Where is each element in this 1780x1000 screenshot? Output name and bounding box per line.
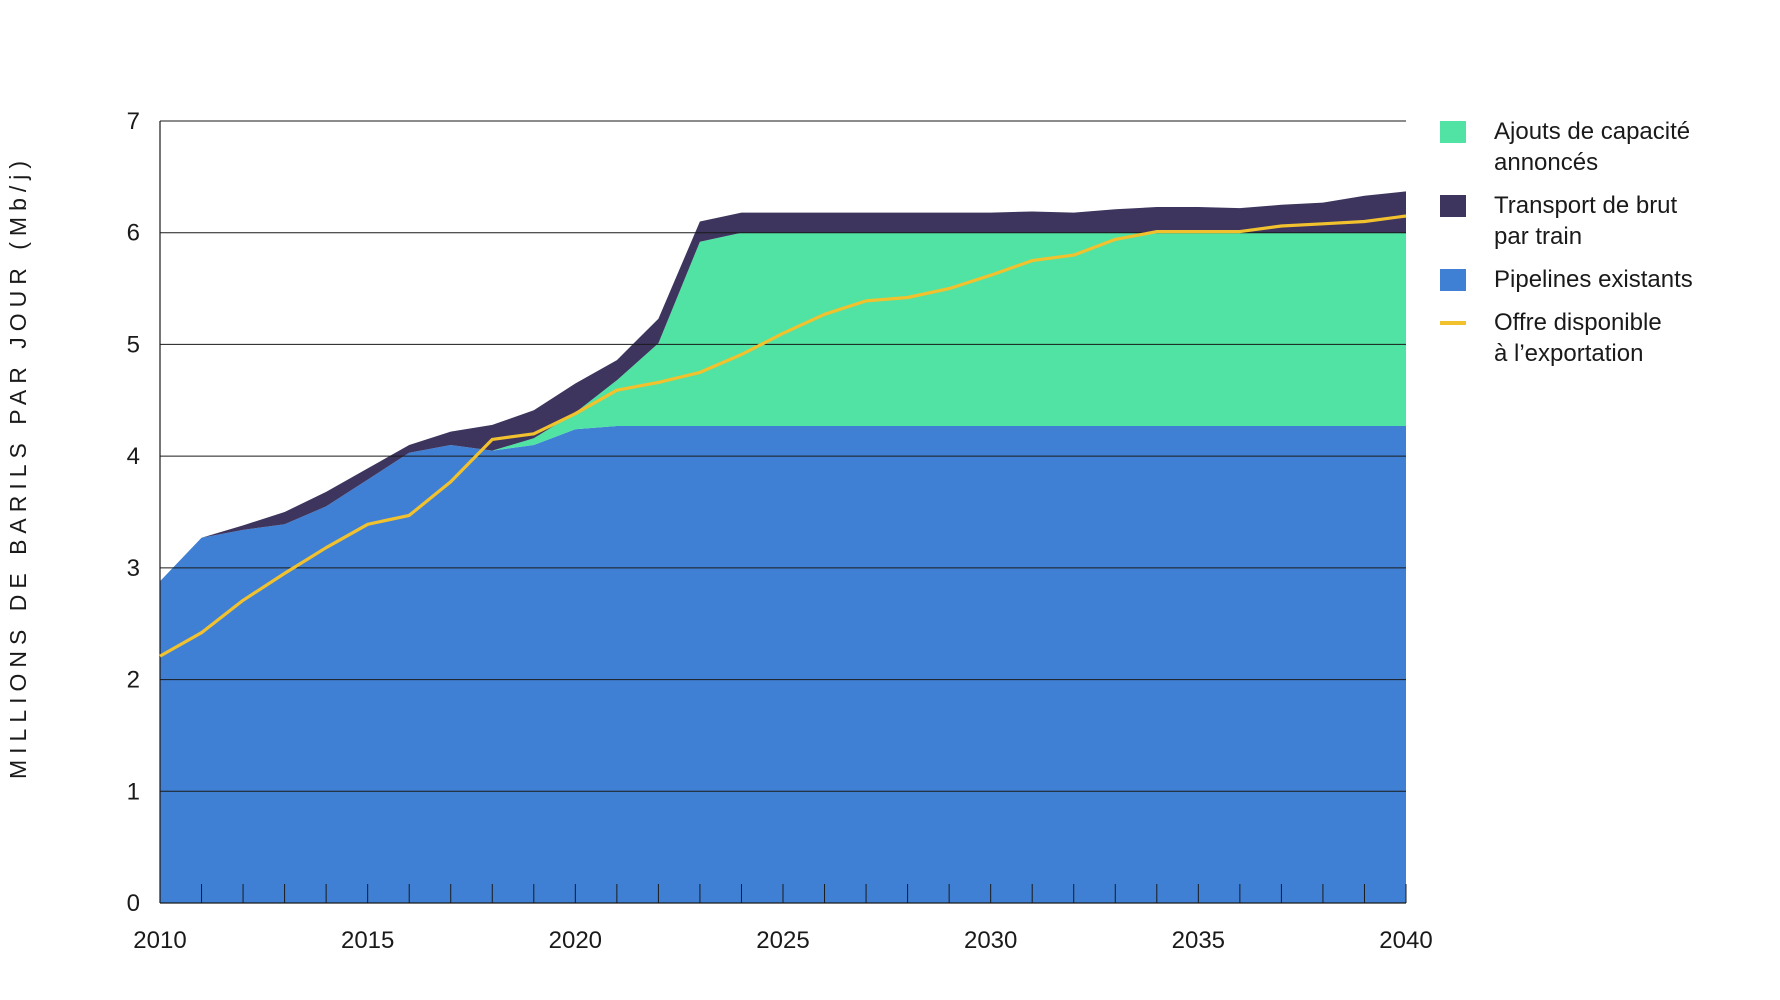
area-pipelines-existants [160,426,1406,903]
y-tick-label-4: 4 [127,443,140,470]
x-tick-label-2025: 2025 [756,927,809,954]
legend-swatch-rail [1440,195,1466,217]
y-tick-label-0: 0 [127,890,140,917]
x-tick-label-2020: 2020 [549,927,602,954]
legend-item-capacity-additions: Ajouts de capacité annoncés [1440,116,1770,178]
line-export-supply [159,214,1407,658]
area-transport-de-brut-par-train [160,191,1406,582]
legend-label: Ajouts de capacité annoncés [1494,118,1691,176]
tick-labels: 0 1 2 3 4 5 6 7 2010 2015 2020 2025 2030 2035 2040 [127,108,1433,954]
legend: Ajouts de capacité annoncés Transport de… [1440,116,1770,381]
legend-label: Pipelines existants [1494,266,1693,293]
legend-item-rail: Transport de brut par train [1440,190,1770,252]
y-tick-label-1: 1 [127,778,140,805]
x-tick-label-2010: 2010 [133,927,186,954]
x-tick-label-2030: 2030 [964,927,1017,954]
y-tick-label-5: 5 [127,331,140,358]
area-layer [160,191,1406,903]
legend-item-pipelines: Pipelines existants [1440,264,1770,295]
axes [159,121,1407,904]
legend-swatch-capacity-additions [1440,121,1466,143]
line-layer [159,214,1407,658]
legend-swatch-export-supply [1440,321,1466,325]
y-axis-label: MILLIONS DE BARILS PAR JOUR (Mb/j) [5,155,31,779]
x-tick-label-2015: 2015 [341,927,394,954]
y-tick-label-6: 6 [127,220,140,247]
y-tick-label-2: 2 [127,667,140,694]
legend-swatch-pipelines [1440,269,1466,291]
y-tick-label-7: 7 [127,108,140,135]
x-tick-label-2040: 2040 [1379,927,1432,954]
legend-label: Offre disponible à l’exportation [1494,309,1662,367]
legend-item-export-supply: Offre disponible à l’exportation [1440,307,1770,369]
x-tick-label-2035: 2035 [1172,927,1225,954]
area-ajouts-de-capacite-annonces [160,232,1406,582]
legend-label: Transport de brut par train [1494,192,1678,250]
y-tick-label-3: 3 [127,555,140,582]
